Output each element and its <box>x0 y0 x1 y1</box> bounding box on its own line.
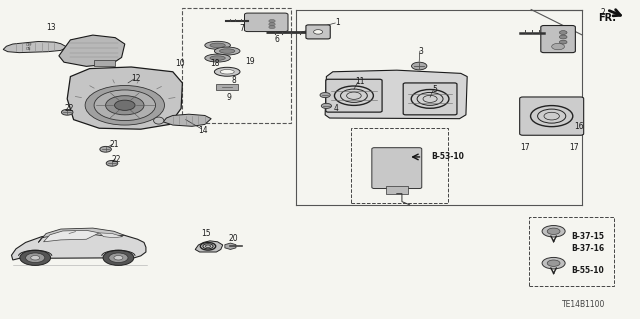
Text: 1: 1 <box>335 18 340 27</box>
Circle shape <box>269 26 275 29</box>
Text: 7: 7 <box>239 24 244 33</box>
Circle shape <box>26 253 45 263</box>
Polygon shape <box>3 41 67 53</box>
Circle shape <box>559 35 567 39</box>
Ellipse shape <box>214 47 240 55</box>
Polygon shape <box>59 35 125 66</box>
FancyBboxPatch shape <box>372 148 422 189</box>
Text: 18: 18 <box>211 59 220 68</box>
FancyBboxPatch shape <box>403 83 457 115</box>
Circle shape <box>269 19 275 23</box>
Circle shape <box>321 103 332 108</box>
Ellipse shape <box>210 43 225 48</box>
Circle shape <box>552 43 564 50</box>
Circle shape <box>100 146 111 152</box>
Circle shape <box>542 257 565 269</box>
Ellipse shape <box>214 67 240 76</box>
Ellipse shape <box>220 70 234 74</box>
Text: 13: 13 <box>46 23 56 32</box>
FancyBboxPatch shape <box>541 26 575 53</box>
Text: 8: 8 <box>231 76 236 85</box>
Text: 10: 10 <box>175 59 186 68</box>
Text: 11: 11 <box>356 77 365 86</box>
Text: B-37-15: B-37-15 <box>572 232 605 241</box>
Text: 19: 19 <box>244 57 255 66</box>
Circle shape <box>20 250 51 265</box>
FancyBboxPatch shape <box>216 84 238 90</box>
Text: 4: 4 <box>333 104 339 113</box>
Circle shape <box>269 23 275 26</box>
Ellipse shape <box>210 56 225 60</box>
Polygon shape <box>44 230 99 242</box>
FancyBboxPatch shape <box>520 97 584 135</box>
Circle shape <box>314 30 323 34</box>
Polygon shape <box>195 241 223 252</box>
Polygon shape <box>38 228 125 242</box>
Bar <box>529 217 614 286</box>
Text: B-37-16: B-37-16 <box>572 244 605 253</box>
Text: 15: 15 <box>201 229 211 238</box>
Circle shape <box>61 109 73 115</box>
Ellipse shape <box>154 117 164 124</box>
Circle shape <box>106 96 144 115</box>
Circle shape <box>94 90 156 121</box>
Text: 17: 17 <box>569 143 579 152</box>
Polygon shape <box>99 233 123 238</box>
Text: 3: 3 <box>419 47 424 56</box>
Text: B-53-10: B-53-10 <box>431 152 464 161</box>
Text: OFF
ON: OFF ON <box>26 43 32 51</box>
Bar <box>351 128 448 203</box>
Polygon shape <box>325 70 467 119</box>
Circle shape <box>103 250 134 265</box>
Polygon shape <box>163 114 211 126</box>
Text: 20: 20 <box>228 234 239 243</box>
Text: 6: 6 <box>274 35 279 44</box>
Circle shape <box>115 100 135 110</box>
Circle shape <box>320 93 330 98</box>
Bar <box>182 8 291 123</box>
Text: 17: 17 <box>520 143 530 152</box>
Circle shape <box>85 85 164 125</box>
Text: 14: 14 <box>198 126 208 135</box>
Circle shape <box>559 31 567 34</box>
Circle shape <box>542 226 565 237</box>
FancyBboxPatch shape <box>386 186 408 194</box>
Circle shape <box>109 253 128 263</box>
Circle shape <box>412 62 427 70</box>
Text: 22: 22 <box>65 104 74 113</box>
Text: 22: 22 <box>112 155 121 164</box>
Text: TE14B1100: TE14B1100 <box>562 300 605 309</box>
Circle shape <box>31 256 40 260</box>
Circle shape <box>547 260 560 266</box>
Circle shape <box>114 256 123 260</box>
Text: FR.: FR. <box>598 13 616 23</box>
FancyBboxPatch shape <box>94 60 115 66</box>
Circle shape <box>106 160 118 166</box>
Text: 5: 5 <box>433 85 438 94</box>
Text: 9: 9 <box>227 93 232 102</box>
FancyBboxPatch shape <box>244 13 288 32</box>
FancyBboxPatch shape <box>326 79 382 112</box>
Text: 12: 12 <box>131 74 140 83</box>
Text: B-55-10: B-55-10 <box>572 266 604 275</box>
Circle shape <box>547 228 560 234</box>
Text: 2: 2 <box>600 8 605 17</box>
Polygon shape <box>12 232 146 260</box>
Text: 21: 21 <box>109 140 118 149</box>
Ellipse shape <box>205 41 230 49</box>
Polygon shape <box>67 67 182 129</box>
Text: 16: 16 <box>574 122 584 130</box>
Ellipse shape <box>205 54 230 62</box>
Ellipse shape <box>220 49 235 53</box>
FancyBboxPatch shape <box>306 25 330 39</box>
Circle shape <box>559 40 567 44</box>
